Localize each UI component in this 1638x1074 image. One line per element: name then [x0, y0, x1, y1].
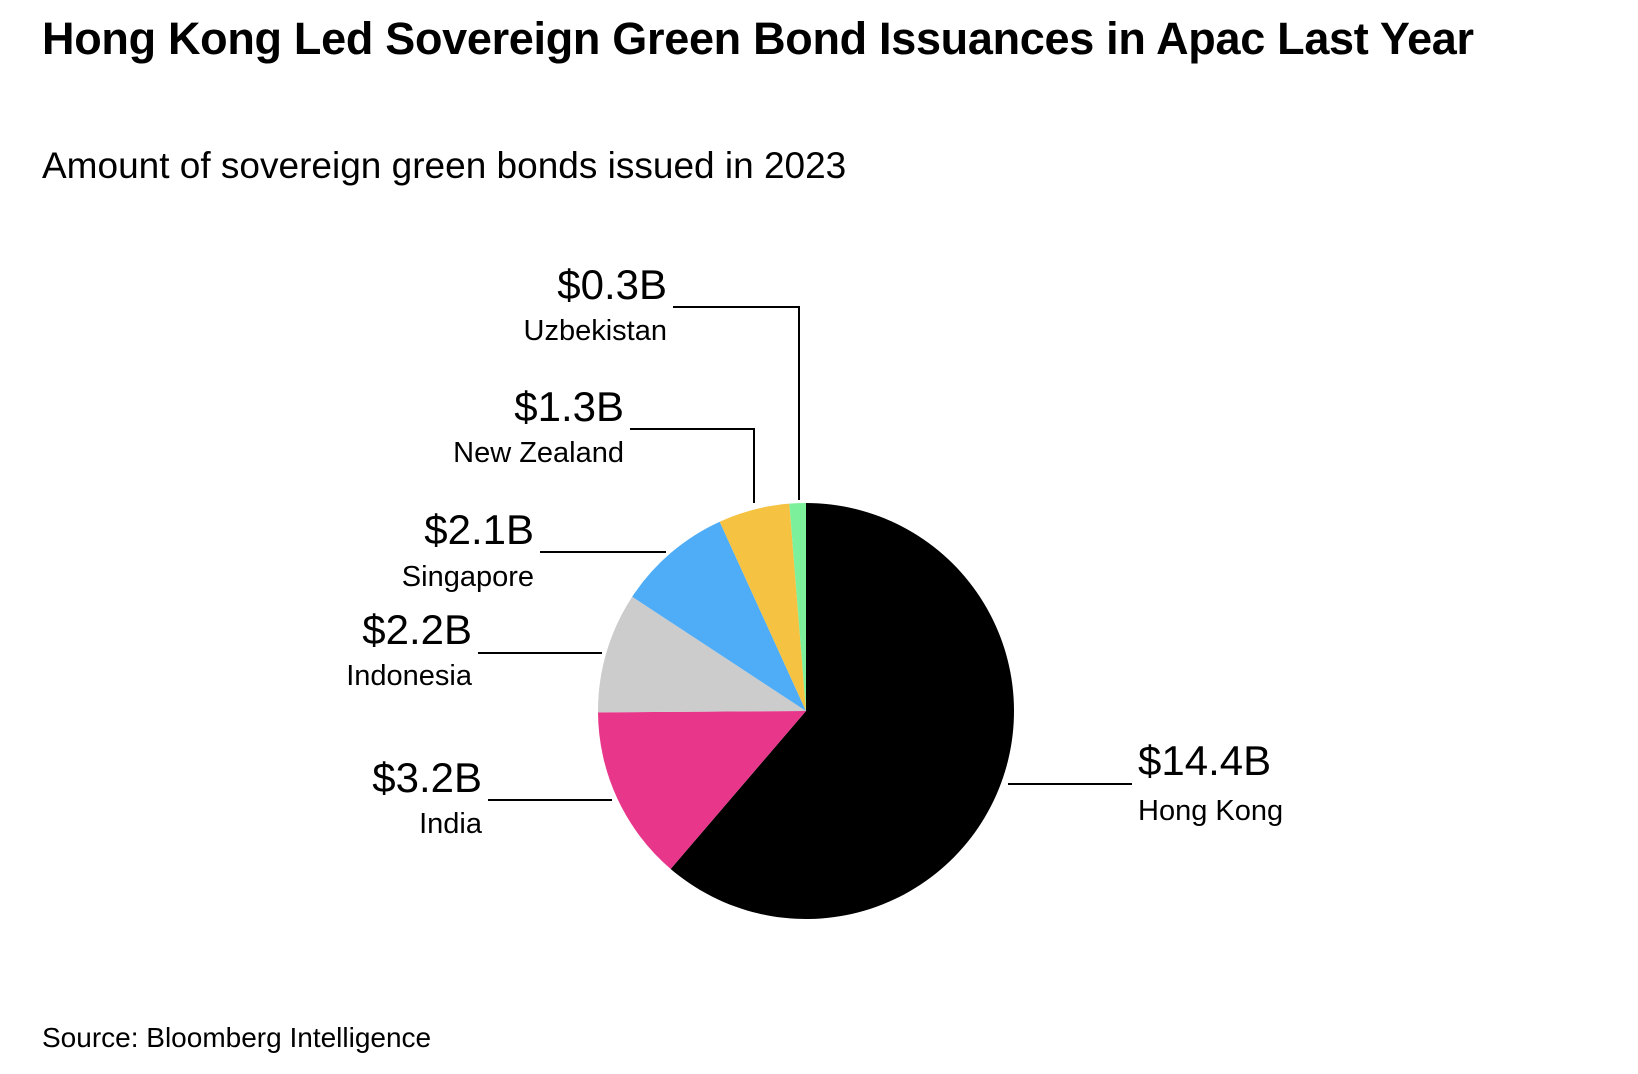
leader-line-new-zealand: [630, 428, 755, 503]
slice-value-label-indonesia: $2.2B: [362, 606, 472, 653]
slice-category-label-hong-kong: Hong Kong: [1138, 795, 1283, 827]
pie-slice-indonesia: [598, 596, 806, 713]
slice-category-label-uzbekistan: Uzbekistan: [524, 315, 667, 347]
slice-category-label-new-zealand: New Zealand: [453, 437, 624, 469]
leader-lines: [478, 306, 1132, 801]
pie-slice-india: [598, 711, 806, 869]
slice-category-label-india: India: [419, 808, 483, 840]
slice-value-label-uzbekistan: $0.3B: [557, 261, 667, 308]
pie-slice-new-zealand: [719, 503, 806, 711]
slice-category-label-singapore: Singapore: [402, 561, 534, 593]
slice-labels: $14.4B Hong Kong $3.2B India $2.2B Indonesia $…: [346, 261, 1283, 840]
leader-line-uzbekistan: [673, 306, 800, 500]
chart-title: Hong Kong Led Sovereign Green Bond Issua…: [42, 13, 1474, 64]
pie-slice-uzbekistan: [789, 503, 806, 711]
chart-subtitle: Amount of sovereign green bonds issued i…: [42, 145, 847, 186]
slice-value-label-india: $3.2B: [372, 754, 482, 801]
slice-value-label-hong-kong: $14.4B: [1138, 737, 1271, 784]
pie-slice-hong-kong: [670, 503, 1014, 920]
slice-value-label-new-zealand: $1.3B: [514, 383, 624, 430]
pie-slices: [598, 503, 1014, 920]
source-note: Source: Bloomberg Intelligence: [42, 1022, 432, 1053]
slice-value-label-singapore: $2.1B: [424, 506, 534, 553]
slice-category-label-indonesia: Indonesia: [346, 660, 473, 692]
pie-slice-singapore: [632, 521, 806, 711]
